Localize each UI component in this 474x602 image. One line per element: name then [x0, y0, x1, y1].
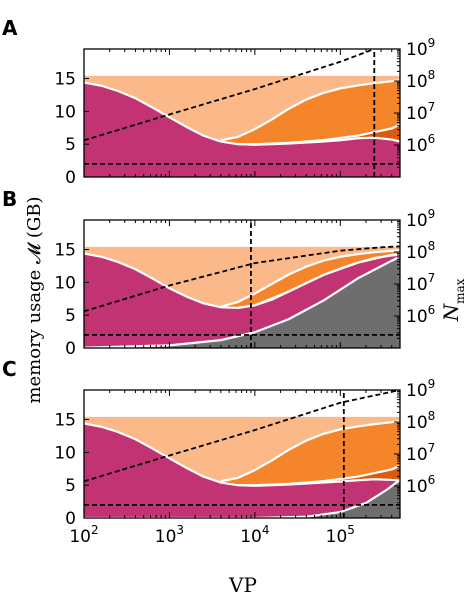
- y-tick-label: 0: [65, 168, 76, 188]
- boundary-orange: [220, 420, 400, 483]
- panels: 0 5 10 15 106 107 108 109 A 0 5 10 15 106 107 108 109 B 0 5…: [2, 16, 435, 547]
- y2-tick-label: 108: [406, 68, 435, 92]
- y2-tick-label: 107: [406, 441, 435, 465]
- region-gray: [84, 479, 400, 518]
- nmax-curve: [84, 245, 400, 313]
- y2-tick-label: 107: [406, 100, 435, 124]
- x-tick-label: 103: [155, 523, 184, 547]
- panel-label: A: [2, 16, 18, 40]
- plot-area: [84, 49, 400, 177]
- y2-axis-label-main: N: [439, 302, 463, 322]
- panel-A: 0 5 10 15 106 107 108 109 A: [2, 16, 435, 188]
- y-tick-label: 15: [54, 241, 76, 261]
- plot-area: [84, 220, 400, 348]
- y2-axis-label: Nmax: [439, 278, 467, 322]
- boundary-dark_orange: [237, 464, 400, 487]
- region-magenta: [84, 82, 400, 177]
- y-tick-label: 0: [65, 509, 76, 529]
- panel-label: C: [2, 357, 17, 381]
- boundary-dark_orange: [237, 253, 400, 310]
- y2-tick-label: 108: [406, 409, 435, 433]
- y-axis-label: memory usage 𝓜 (GB): [24, 196, 45, 403]
- x-tick-label: 105: [326, 523, 355, 547]
- y-tick-label: 10: [54, 273, 76, 293]
- y-tick-label: 10: [54, 443, 76, 463]
- panel-B: 0 5 10 15 106 107 108 109 B: [2, 187, 435, 359]
- y-tick-label: 15: [54, 411, 76, 431]
- y2-tick-label: 109: [406, 207, 435, 231]
- y2-tick-label: 109: [406, 377, 435, 401]
- y-tick-label: 5: [65, 476, 76, 496]
- x-tick-label: 102: [69, 523, 98, 547]
- x-tick-label: 104: [240, 523, 269, 547]
- nmax-curve: [84, 49, 375, 142]
- y2-tick-label: 106: [406, 303, 435, 327]
- panel-C: 0 5 10 15 106 107 108 109 102 103 104 105 C: [2, 357, 435, 547]
- y2-tick-label: 107: [406, 271, 435, 295]
- y2-axis-label-sub: max: [453, 278, 467, 304]
- y-tick-label: 5: [65, 306, 76, 326]
- y-tick-label: 5: [65, 135, 76, 155]
- boundary-gray: [84, 255, 400, 348]
- y-tick-label: 10: [54, 102, 76, 122]
- y2-tick-label: 106: [406, 132, 435, 156]
- region-magenta: [84, 423, 400, 518]
- y-tick-label: 15: [54, 70, 76, 90]
- boundary-orange: [220, 79, 400, 142]
- nmax-curve: [84, 390, 400, 483]
- boundary-dark_orange: [237, 123, 400, 146]
- y2-tick-label: 109: [406, 36, 435, 60]
- boundary-orange: [220, 249, 400, 308]
- y-tick-label: 0: [65, 339, 76, 359]
- panel-label: B: [2, 187, 17, 211]
- region-gray: [84, 256, 400, 348]
- y2-tick-label: 106: [406, 473, 435, 497]
- x-axis-label: VP: [228, 573, 257, 597]
- y2-tick-label: 108: [406, 239, 435, 263]
- plot-area: [84, 390, 400, 518]
